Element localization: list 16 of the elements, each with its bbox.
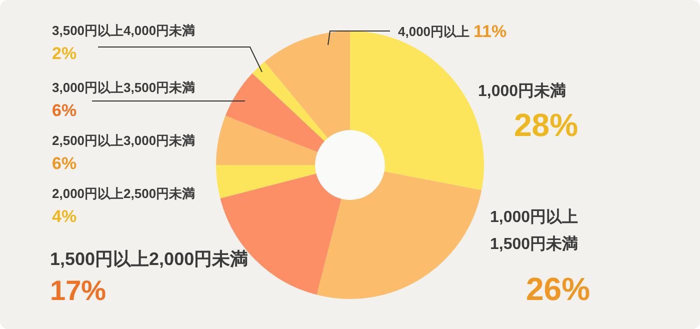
slice-label: 2,500円以上3,000円未満 xyxy=(52,133,196,148)
data-label: 26% xyxy=(526,271,590,307)
data-label: 17% xyxy=(50,275,106,306)
slice-label: 4,000円以上 xyxy=(398,24,470,39)
slice-label: 2,000円以上2,500円未満 xyxy=(52,186,196,201)
data-label: 2% xyxy=(52,44,77,63)
slice-label: 1,000円未満 xyxy=(478,82,566,100)
slice-label: 3,000円以上3,500円未満 xyxy=(52,80,196,95)
data-label: 4% xyxy=(52,207,77,226)
data-label: 6% xyxy=(52,154,77,173)
slice-label: 3,500円以上4,000円未満 xyxy=(52,23,196,38)
slice-label: 1,500円以上2,000円未満 xyxy=(50,249,248,269)
data-label: 28% xyxy=(514,107,578,143)
slice-label: 1,000円以上1,500円未満 xyxy=(490,208,578,253)
data-label: 6% xyxy=(52,101,77,120)
data-label: 11% xyxy=(474,22,507,41)
